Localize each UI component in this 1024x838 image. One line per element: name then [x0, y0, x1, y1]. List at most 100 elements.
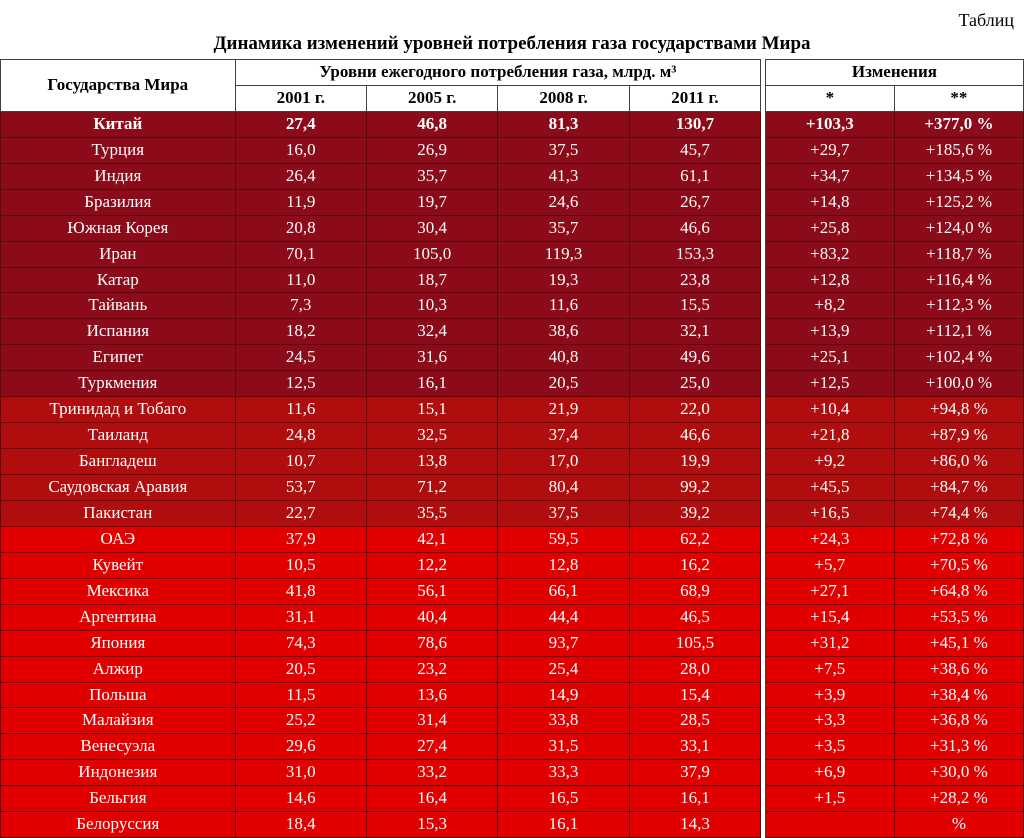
table-cell: +31,2 — [765, 630, 894, 656]
table-row: Малайзия25,231,433,828,5+3,3+36,8 % — [1, 708, 1024, 734]
table-cell: +13,9 — [765, 319, 894, 345]
table-cell: +25,1 — [765, 345, 894, 371]
table-cell: ОАЭ — [1, 526, 236, 552]
table-cell: +5,7 — [765, 552, 894, 578]
table-cell: 11,5 — [235, 682, 366, 708]
table-row: Кувейт10,512,212,816,2+5,7+70,5 % — [1, 552, 1024, 578]
table-cell: 16,1 — [629, 786, 760, 812]
table-cell: +15,4 — [765, 604, 894, 630]
table-cell: 42,1 — [366, 526, 497, 552]
table-cell: +38,6 % — [894, 656, 1023, 682]
gas-consumption-table: Государства Мира Уровни ежегодного потре… — [0, 59, 1024, 838]
table-row: Катар11,018,719,323,8+12,8+116,4 % — [1, 267, 1024, 293]
table-cell: +12,8 — [765, 267, 894, 293]
table-row: Мексика41,856,166,168,9+27,1+64,8 % — [1, 578, 1024, 604]
table-cell: 40,4 — [366, 604, 497, 630]
table-row: Тринидад и Тобаго11,615,121,922,0+10,4+9… — [1, 397, 1024, 423]
table-cell: +53,5 % — [894, 604, 1023, 630]
table-row: Турция16,026,937,545,7+29,7+185,6 % — [1, 137, 1024, 163]
table-cell: +45,1 % — [894, 630, 1023, 656]
table-cell: 20,5 — [235, 656, 366, 682]
table-cell: 11,6 — [235, 397, 366, 423]
table-row: Испания18,232,438,632,1+13,9+112,1 % — [1, 319, 1024, 345]
table-cell: +102,4 % — [894, 345, 1023, 371]
table-cell: 15,3 — [366, 812, 497, 838]
table-cell: 46,5 — [629, 604, 760, 630]
table-cell: 15,4 — [629, 682, 760, 708]
table-cell: +64,8 % — [894, 578, 1023, 604]
table-cell: 12,8 — [498, 552, 629, 578]
table-cell: +10,4 — [765, 397, 894, 423]
header-country: Государства Мира — [1, 60, 236, 112]
table-cell: Бангладеш — [1, 449, 236, 475]
table-cell: +134,5 % — [894, 163, 1023, 189]
table-cell: 68,9 — [629, 578, 760, 604]
table-cell: 24,5 — [235, 345, 366, 371]
table-cell: +86,0 % — [894, 449, 1023, 475]
table-cell: 11,9 — [235, 189, 366, 215]
table-cell: 46,8 — [366, 111, 497, 137]
table-cell: 37,9 — [235, 526, 366, 552]
table-cell: 33,3 — [498, 760, 629, 786]
table-cell: Таиланд — [1, 423, 236, 449]
table-cell: Египет — [1, 345, 236, 371]
table-cell: 19,9 — [629, 449, 760, 475]
table-cell: +3,5 — [765, 734, 894, 760]
table-cell: Индия — [1, 163, 236, 189]
table-cell: +8,2 — [765, 293, 894, 319]
table-cell: 46,6 — [629, 215, 760, 241]
table-cell: 14,3 — [629, 812, 760, 838]
table-row: Алжир20,523,225,428,0+7,5+38,6 % — [1, 656, 1024, 682]
table-cell: 12,2 — [366, 552, 497, 578]
table-cell: +185,6 % — [894, 137, 1023, 163]
table-cell: 39,2 — [629, 500, 760, 526]
table-cell: 10,3 — [366, 293, 497, 319]
table-cell: +112,3 % — [894, 293, 1023, 319]
table-cell: 29,6 — [235, 734, 366, 760]
table-cell: Мексика — [1, 578, 236, 604]
table-cell: 16,5 — [498, 786, 629, 812]
table-cell: 80,4 — [498, 475, 629, 501]
table-cell: 19,7 — [366, 189, 497, 215]
table-cell: 33,1 — [629, 734, 760, 760]
table-cell: +116,4 % — [894, 267, 1023, 293]
table-cell: 62,2 — [629, 526, 760, 552]
table-cell: Индонезия — [1, 760, 236, 786]
table-cell: +7,5 — [765, 656, 894, 682]
table-cell: 38,6 — [498, 319, 629, 345]
table-cell: 32,1 — [629, 319, 760, 345]
table-cell: 26,9 — [366, 137, 497, 163]
table-cell: 12,5 — [235, 371, 366, 397]
table-cell: +125,2 % — [894, 189, 1023, 215]
header-2005: 2005 г. — [366, 85, 497, 111]
table-row: Белоруссия18,415,316,114,3% — [1, 812, 1024, 838]
table-cell: +3,9 — [765, 682, 894, 708]
header-2011: 2011 г. — [629, 85, 760, 111]
table-cell: +21,8 — [765, 423, 894, 449]
table-cell: 20,8 — [235, 215, 366, 241]
table-cell: 14,6 — [235, 786, 366, 812]
table-cell: 99,2 — [629, 475, 760, 501]
table-cell — [765, 812, 894, 838]
table-header: Государства Мира Уровни ежегодного потре… — [1, 60, 1024, 112]
table-cell: 18,2 — [235, 319, 366, 345]
table-row: Таиланд24,832,537,446,6+21,8+87,9 % — [1, 423, 1024, 449]
table-row: Япония74,378,693,7105,5+31,2+45,1 % — [1, 630, 1024, 656]
table-cell: +28,2 % — [894, 786, 1023, 812]
table-cell: +74,4 % — [894, 500, 1023, 526]
table-cell: 41,8 — [235, 578, 366, 604]
table-cell: 16,4 — [366, 786, 497, 812]
table-cell: +9,2 — [765, 449, 894, 475]
table-cell: +31,3 % — [894, 734, 1023, 760]
table-cell: 61,1 — [629, 163, 760, 189]
table-cell: 24,8 — [235, 423, 366, 449]
table-cell: 37,5 — [498, 500, 629, 526]
header-2008: 2008 г. — [498, 85, 629, 111]
table-cell: Южная Корея — [1, 215, 236, 241]
table-cell: Испания — [1, 319, 236, 345]
table-cell: +12,5 — [765, 371, 894, 397]
table-cell: 32,4 — [366, 319, 497, 345]
table-row: Аргентина31,140,444,446,5+15,4+53,5 % — [1, 604, 1024, 630]
header-dstar: ** — [894, 85, 1023, 111]
table-cell: +6,9 — [765, 760, 894, 786]
